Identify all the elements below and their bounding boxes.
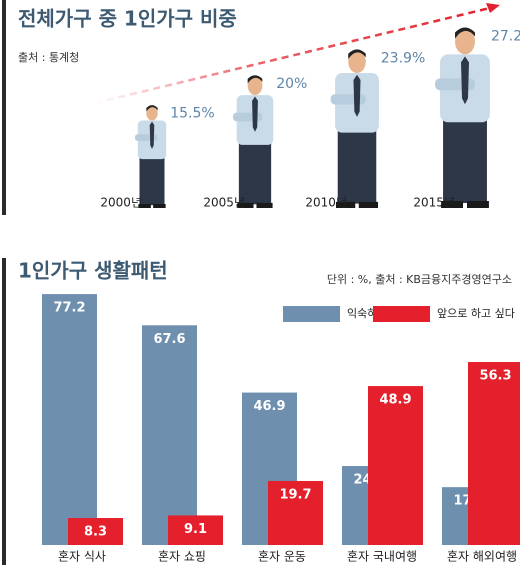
shoe — [256, 202, 273, 208]
value-label: 8.3 — [84, 525, 107, 540]
bar — [42, 294, 97, 545]
section-bar — [2, 0, 6, 215]
person — [134, 105, 167, 208]
shoe — [153, 204, 166, 208]
shoe — [441, 201, 464, 208]
hair — [455, 27, 475, 39]
source: 출처 : 통계청 — [18, 51, 79, 64]
hair — [247, 75, 263, 84]
tie — [149, 121, 155, 149]
head — [247, 76, 263, 96]
x-tick-label: 2005년 — [203, 196, 245, 210]
legend-swatch — [283, 306, 340, 322]
source: 단위 : %, 출처 : KB금융지주경영연구소 — [327, 273, 512, 286]
bar — [142, 325, 197, 545]
bar — [268, 480, 323, 545]
pants — [238, 142, 272, 205]
bar — [368, 386, 423, 545]
value-label: 77.2 — [53, 301, 85, 316]
value-label: 27.2% — [491, 28, 520, 44]
tie — [252, 96, 258, 132]
trend-arrow — [94, 6, 491, 105]
value-label: 48.9 — [379, 393, 411, 408]
head — [348, 50, 366, 74]
arrow-head — [486, 3, 500, 13]
shoe — [358, 201, 379, 208]
legend-label: 앞으로 하고 싶다 — [437, 306, 515, 320]
head — [146, 105, 158, 121]
value-label: 15.5% — [170, 106, 214, 122]
bar — [468, 362, 520, 545]
person — [330, 49, 379, 208]
value-label: 46.9 — [253, 399, 285, 414]
person — [233, 75, 274, 208]
chart-title: 전체가구 중 1인가구 비중 — [18, 7, 237, 31]
value-label: 23.9% — [381, 50, 425, 66]
value-label: 56.3 — [479, 369, 511, 384]
bar — [168, 515, 223, 545]
shoe — [138, 204, 151, 208]
legend-swatch — [373, 306, 430, 322]
shoe — [335, 201, 356, 208]
x-tick-label: 혼자 식사 — [58, 550, 106, 564]
head — [455, 28, 475, 55]
value-label: 67.6 — [153, 332, 185, 347]
shoe — [237, 202, 254, 208]
hair — [348, 49, 366, 60]
x-tick-label: 혼자 운동 — [258, 550, 306, 564]
x-tick-label: 혼자 쇼핑 — [158, 550, 206, 564]
arm — [435, 78, 475, 91]
chart-title: 1인가구 생활패턴 — [18, 259, 168, 283]
x-tick-label: 2000년 — [100, 196, 142, 210]
x-tick-label: 혼자 국내여행 — [347, 549, 417, 564]
arm — [134, 134, 158, 141]
pants — [337, 129, 377, 204]
pants — [443, 118, 487, 204]
pants — [139, 156, 165, 206]
person — [435, 27, 490, 208]
x-tick-label: 2015년 — [413, 196, 455, 210]
arm — [330, 94, 366, 105]
shoe — [466, 201, 489, 208]
section-bar — [2, 258, 6, 565]
value-label: 19.7 — [279, 487, 311, 502]
hair — [146, 105, 158, 112]
value-label: 9.1 — [184, 522, 207, 537]
tie — [461, 56, 469, 105]
x-tick-label: 2010년 — [305, 196, 347, 210]
bar — [68, 518, 123, 545]
value-label: 20% — [276, 76, 307, 92]
tie — [353, 74, 361, 117]
x-tick-label: 혼자 해외여행 — [447, 549, 517, 564]
arm — [233, 112, 263, 122]
